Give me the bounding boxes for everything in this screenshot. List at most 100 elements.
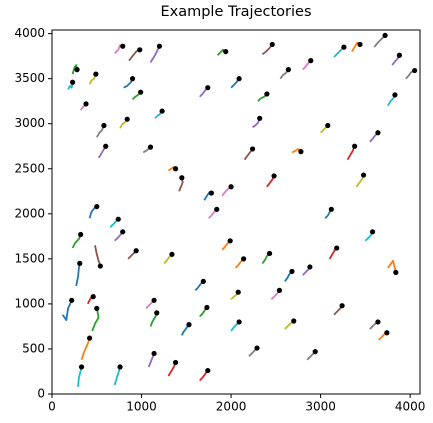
end-point bbox=[120, 229, 126, 235]
end-point bbox=[307, 264, 313, 270]
end-point bbox=[298, 149, 304, 155]
end-point bbox=[156, 43, 163, 49]
end-point bbox=[392, 92, 398, 98]
end-point bbox=[325, 122, 331, 129]
end-point bbox=[396, 52, 403, 58]
end-point bbox=[276, 287, 283, 293]
end-point bbox=[138, 89, 144, 95]
trajectory bbox=[387, 259, 397, 273]
end-point bbox=[205, 367, 211, 374]
end-point bbox=[228, 184, 234, 190]
end-point bbox=[169, 251, 175, 257]
end-point bbox=[235, 289, 241, 295]
end-point bbox=[94, 305, 100, 312]
end-point bbox=[83, 101, 89, 107]
end-point bbox=[90, 294, 96, 300]
end-point bbox=[172, 166, 179, 172]
end-point bbox=[97, 263, 103, 269]
end-point bbox=[334, 245, 340, 251]
end-point bbox=[133, 248, 139, 254]
end-point bbox=[236, 319, 242, 325]
x-tick-label: 4000 bbox=[395, 400, 426, 414]
end-point bbox=[204, 304, 210, 311]
end-point bbox=[129, 76, 136, 82]
trajectory bbox=[113, 366, 121, 386]
end-point bbox=[115, 216, 121, 222]
end-point bbox=[78, 231, 84, 238]
x-tick-label: 3000 bbox=[305, 400, 336, 414]
end-point bbox=[312, 349, 318, 355]
trajectory bbox=[91, 308, 100, 332]
end-point bbox=[69, 297, 75, 303]
x-tick-label: 0 bbox=[48, 400, 56, 414]
end-point bbox=[227, 238, 233, 244]
end-point bbox=[352, 143, 358, 149]
end-point bbox=[375, 130, 381, 136]
trajectory bbox=[94, 245, 102, 267]
end-point bbox=[269, 41, 275, 48]
trajectory bbox=[77, 366, 83, 387]
end-point bbox=[151, 350, 157, 357]
y-tick-label: 4000 bbox=[14, 26, 45, 40]
end-point bbox=[117, 364, 123, 370]
end-point bbox=[186, 322, 192, 328]
end-point bbox=[254, 345, 260, 351]
end-point bbox=[101, 122, 107, 129]
end-point bbox=[205, 85, 211, 91]
end-point bbox=[200, 278, 206, 284]
end-point bbox=[369, 229, 376, 235]
end-point bbox=[124, 116, 130, 122]
end-point bbox=[264, 91, 270, 97]
end-point bbox=[339, 303, 345, 309]
y-tick-label: 1000 bbox=[14, 296, 45, 310]
end-point bbox=[69, 79, 76, 85]
end-point bbox=[384, 330, 390, 336]
y-tick-label: 2000 bbox=[14, 206, 45, 220]
end-point bbox=[103, 143, 109, 149]
end-point bbox=[341, 44, 347, 50]
trajectory bbox=[75, 263, 81, 287]
end-point bbox=[241, 256, 247, 262]
end-point bbox=[120, 43, 126, 49]
end-point bbox=[147, 144, 154, 150]
trajectory bbox=[149, 45, 161, 63]
end-point bbox=[412, 67, 418, 74]
end-point bbox=[328, 206, 334, 212]
trajectory bbox=[80, 337, 91, 361]
end-point bbox=[308, 58, 314, 64]
end-point bbox=[87, 335, 93, 341]
chart-title: Example Trajectories bbox=[160, 4, 311, 20]
end-point bbox=[159, 108, 165, 114]
plot-frame bbox=[51, 29, 421, 395]
end-point bbox=[266, 250, 273, 257]
end-point bbox=[289, 268, 295, 275]
end-point bbox=[223, 49, 229, 55]
end-point bbox=[249, 146, 256, 152]
end-point bbox=[77, 260, 83, 266]
end-point bbox=[172, 359, 179, 366]
y-tick-label: 1500 bbox=[14, 251, 45, 265]
end-point bbox=[74, 67, 80, 73]
end-point bbox=[94, 203, 100, 210]
trajectory bbox=[61, 299, 73, 321]
end-point bbox=[257, 115, 263, 121]
y-tick-label: 3000 bbox=[14, 116, 45, 130]
end-point bbox=[285, 67, 291, 73]
end-point bbox=[271, 173, 277, 179]
trajectory bbox=[67, 82, 74, 90]
end-point bbox=[208, 190, 214, 196]
end-point bbox=[291, 318, 297, 324]
x-tick-label: 2000 bbox=[216, 400, 247, 414]
end-point bbox=[137, 47, 143, 53]
y-tick-label: 0 bbox=[37, 387, 45, 401]
end-point bbox=[214, 206, 220, 212]
end-point bbox=[375, 319, 381, 325]
end-point bbox=[151, 297, 157, 303]
x-tick-label: 1000 bbox=[126, 400, 157, 414]
y-tick-label: 2500 bbox=[14, 161, 45, 175]
end-point bbox=[154, 310, 160, 316]
trajectory bbox=[97, 145, 107, 159]
end-point bbox=[360, 172, 367, 178]
end-point bbox=[78, 364, 85, 370]
